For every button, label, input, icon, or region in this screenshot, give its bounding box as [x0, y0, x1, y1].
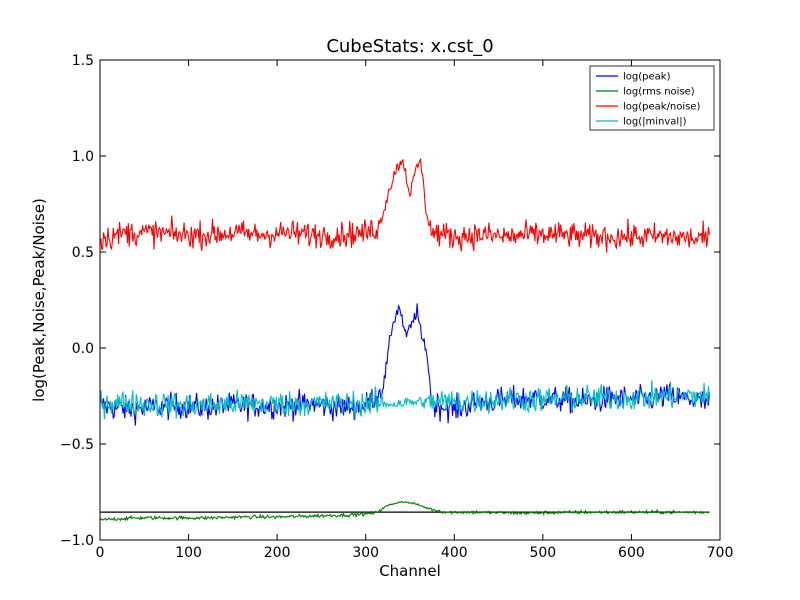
- x-tick-label: 200: [264, 545, 291, 561]
- x-tick-label: 300: [352, 545, 379, 561]
- x-tick-label: 100: [175, 545, 202, 561]
- y-axis-title: log(Peak,Noise,Peak/Noise): [30, 198, 48, 402]
- legend-box: [589, 65, 715, 131]
- y-tick-label: 1.5: [72, 53, 94, 69]
- y-tick-label: −0.5: [60, 437, 94, 453]
- x-tick-label: 600: [618, 545, 645, 561]
- y-tick-label: −1.0: [60, 533, 94, 549]
- legend-entry: log(|minval|): [623, 117, 687, 128]
- legend-entry: log(peak): [623, 72, 671, 83]
- y-axis: −1.0 −0.5 0.0 0.5 1.0 1.5: [60, 53, 720, 549]
- legend-entry: log(rms noise): [623, 87, 695, 98]
- plot-area: [100, 60, 720, 540]
- x-axis: 0 100 200 300 400 500 600 700: [96, 60, 734, 561]
- y-tick-label: 1.0: [72, 149, 94, 165]
- x-tick-label: 400: [441, 545, 468, 561]
- series-line-2: [100, 500, 710, 522]
- legend: log(peak) log(rms noise) log(peak/noise) lo…: [589, 65, 715, 131]
- series-line-3: [100, 158, 710, 253]
- x-axis-title: Channel: [379, 562, 441, 580]
- y-tick-label: 0.5: [72, 245, 94, 261]
- x-tick-label: 0: [96, 545, 105, 561]
- series-line-1: [100, 303, 710, 426]
- legend-entry: log(peak/noise): [623, 102, 701, 113]
- x-tick-label: 700: [707, 545, 734, 561]
- x-tick-label: 500: [529, 545, 556, 561]
- plot-content: [100, 158, 710, 522]
- plot-frame: [99, 59, 721, 541]
- y-tick-label: 0.0: [72, 341, 94, 357]
- series-line-4: [100, 380, 710, 420]
- chart-title: CubeStats: x.cst_0: [326, 36, 493, 57]
